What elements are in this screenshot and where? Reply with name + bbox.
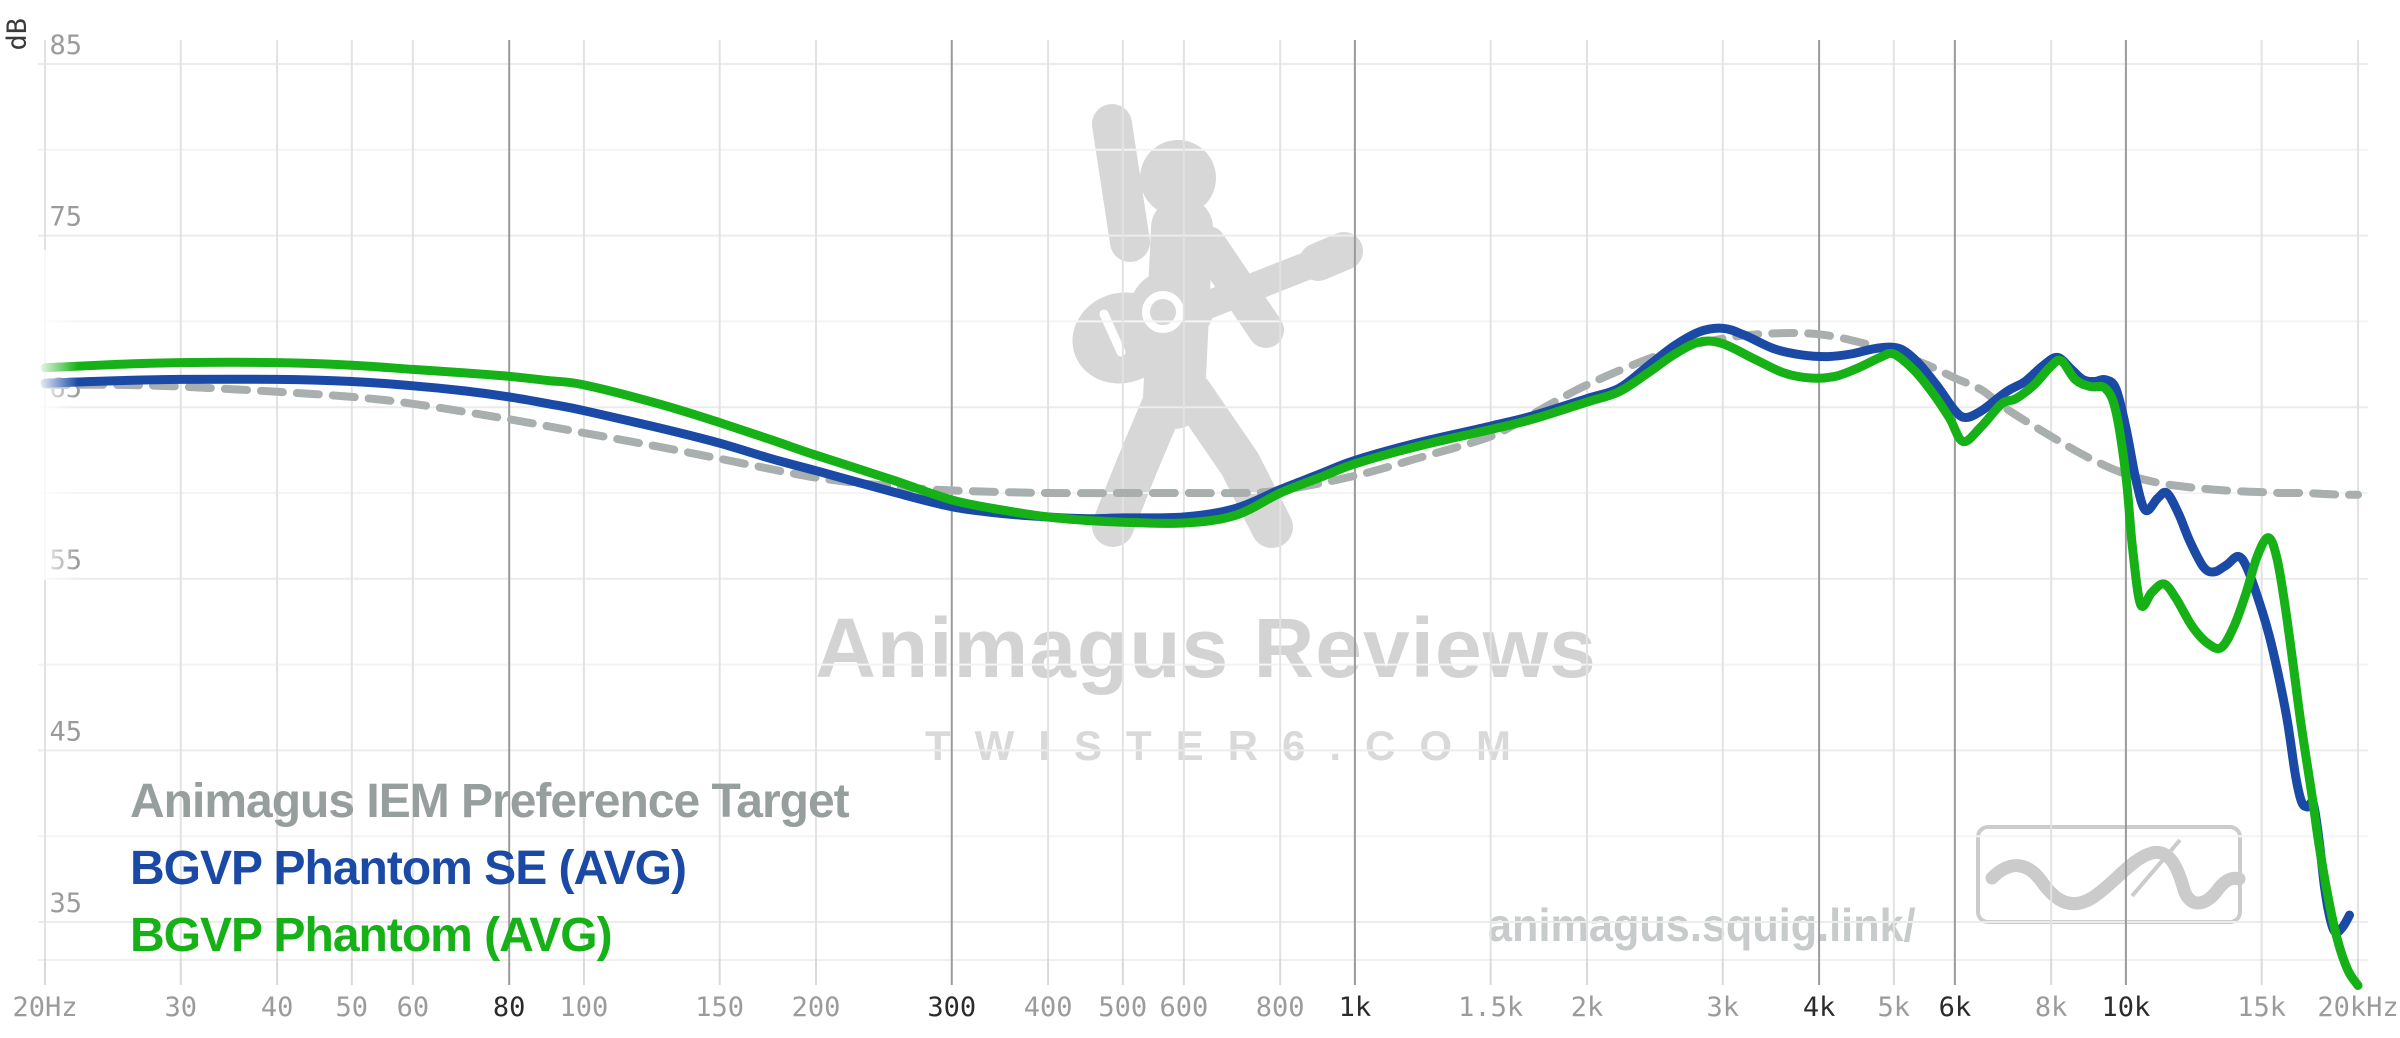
x-tick-label-2k: 2k [1571, 992, 1604, 1023]
x-tick-label-100: 100 [560, 992, 609, 1023]
guitar-player-watermark-icon [1072, 104, 1363, 548]
left-fade-overlay [36, 250, 78, 580]
x-tick-label-600: 600 [1159, 992, 1208, 1023]
squig-logo-icon [1976, 825, 2246, 924]
x-tick-label-1.5k: 1.5k [1458, 992, 1523, 1023]
x-tick-label-200: 200 [792, 992, 841, 1023]
x-tick-label-800: 800 [1256, 992, 1305, 1023]
legend: Animagus IEM Preference Target BGVP Phant… [130, 768, 850, 969]
y-tick-label-85: 85 [49, 30, 82, 61]
x-tick-label-50: 50 [336, 992, 369, 1023]
x-tick-label-15k: 15k [2237, 992, 2286, 1023]
x-tick-label-400: 400 [1024, 992, 1073, 1023]
legend-item-phantom_se[interactable]: BGVP Phantom SE (AVG) [130, 842, 687, 895]
y-tick-label-45: 45 [49, 716, 82, 747]
x-tick-label-150: 150 [695, 992, 744, 1023]
phantom-curve[interactable] [40, 336, 2363, 990]
x-tick-label-1k: 1k [1339, 992, 1372, 1023]
legend-item-target[interactable]: Animagus IEM Preference Target [130, 775, 850, 828]
target-curve[interactable] [41, 328, 2362, 499]
x-tick-label-80: 80 [493, 992, 526, 1023]
x-tick-label-40: 40 [261, 992, 294, 1023]
watermark-subtitle: TWISTER6.COM [925, 722, 1535, 769]
x-tick-label-6k: 6k [1939, 992, 1972, 1023]
x-tick-label-60: 60 [397, 992, 430, 1023]
x-tick-label-10k: 10k [2102, 992, 2151, 1023]
x-tick-label-4k: 4k [1803, 992, 1836, 1023]
x-tick-label-5k: 5k [1878, 992, 1911, 1023]
squig-link-url[interactable]: animagus.squig.link/ [1488, 899, 1916, 951]
x-tick-label-500: 500 [1098, 992, 1147, 1023]
legend-item-phantom[interactable]: BGVP Phantom (AVG) [130, 909, 613, 962]
x-tick-label-300: 300 [927, 992, 976, 1023]
x-tick-label-3k: 3k [1707, 992, 1740, 1023]
x-tick-label-20kHz: 20kHz [2317, 992, 2398, 1023]
db-axis-unit-label: dB [2, 18, 33, 51]
y-tick-label-75: 75 [49, 202, 82, 233]
y-tick-label-35: 35 [49, 888, 82, 919]
x-tick-label-20Hz: 20Hz [12, 992, 77, 1023]
watermark-title: Animagus Reviews [815, 601, 1597, 695]
x-tick-label-8k: 8k [2035, 992, 2068, 1023]
x-tick-label-30: 30 [165, 992, 198, 1023]
